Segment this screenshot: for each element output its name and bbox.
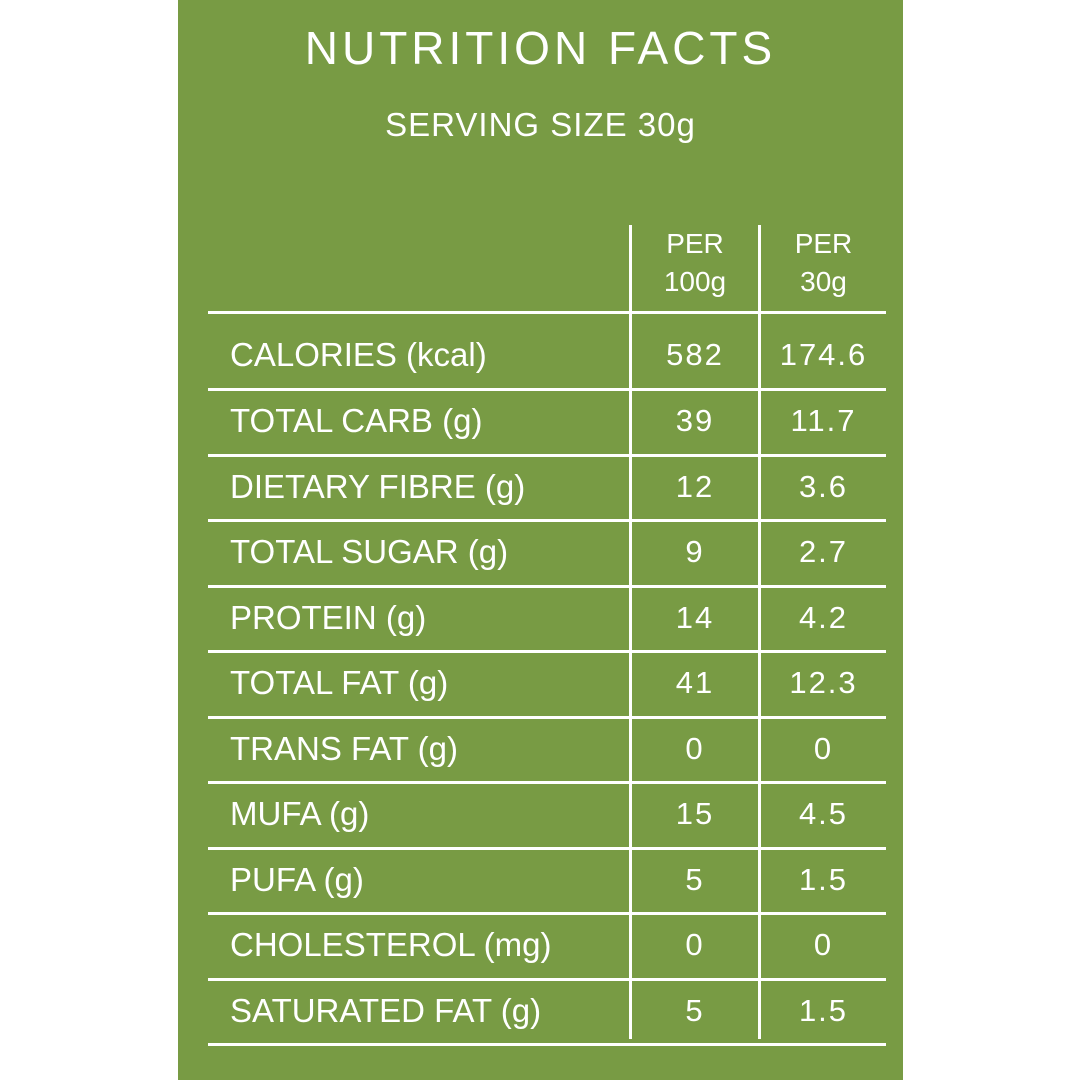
table-row: DIETARY FIBRE (g) 12 3.6 xyxy=(208,455,886,518)
column-header-line: 30g xyxy=(800,266,847,297)
value-per-30g: 1.5 xyxy=(798,862,849,897)
nutrition-table: PER 100g PER 30g CALORIES (kcal) 582 174… xyxy=(208,225,886,1047)
row-divider xyxy=(208,978,886,981)
value-per-100g: 582 xyxy=(666,337,724,372)
value-per-30g: 4.2 xyxy=(798,600,849,635)
value-per-100g: 9 xyxy=(685,534,705,569)
table-row: PUFA (g) 5 1.5 xyxy=(208,848,886,911)
row-divider xyxy=(208,388,886,391)
nutrient-label: SATURATED FAT (g) xyxy=(230,992,542,1029)
column-header-per-100g: PER 100g xyxy=(632,225,758,311)
value-per-30g: 3.6 xyxy=(798,469,849,504)
value-per-30g: 11.7 xyxy=(790,403,857,438)
row-divider xyxy=(208,912,886,915)
column-header-line: 100g xyxy=(663,266,727,297)
row-divider xyxy=(208,650,886,653)
value-per-30g: 174.6 xyxy=(779,337,868,372)
table-row: TOTAL CARB (g) 39 11.7 xyxy=(208,389,886,452)
table-row: CHOLESTEROL (mg) 0 0 xyxy=(208,913,886,976)
value-per-100g: 41 xyxy=(675,665,715,700)
value-per-100g: 15 xyxy=(675,796,715,831)
table-row: TRANS FAT (g) 0 0 xyxy=(208,717,886,780)
column-header-line: PER xyxy=(666,228,724,259)
value-per-100g: 39 xyxy=(675,403,715,438)
value-per-100g: 5 xyxy=(685,862,705,897)
value-per-30g: 2.7 xyxy=(798,534,849,569)
nutrient-label: DIETARY FIBRE (g) xyxy=(230,468,526,505)
nutrient-label: CHOLESTEROL (mg) xyxy=(230,926,552,963)
row-divider xyxy=(208,716,886,719)
row-divider xyxy=(208,519,886,522)
nutrient-label: MUFA (g) xyxy=(230,795,370,832)
table-row: MUFA (g) 15 4.5 xyxy=(208,782,886,845)
value-per-30g: 0 xyxy=(813,927,834,962)
table-row: SATURATED FAT (g) 5 1.5 xyxy=(208,979,886,1042)
row-divider xyxy=(208,585,886,588)
value-per-30g: 0 xyxy=(813,731,834,766)
nutrient-label: TOTAL SUGAR (g) xyxy=(230,533,509,570)
value-per-100g: 5 xyxy=(685,993,705,1028)
column-divider xyxy=(758,225,761,1039)
row-divider xyxy=(208,1043,886,1046)
nutrient-label: TOTAL FAT (g) xyxy=(230,664,449,701)
column-header-per-30g: PER 30g xyxy=(761,225,886,311)
value-per-100g: 14 xyxy=(675,600,715,635)
value-per-30g: 12.3 xyxy=(789,665,858,700)
row-divider xyxy=(208,311,886,314)
value-per-100g: 0 xyxy=(685,927,705,962)
value-per-30g: 4.5 xyxy=(798,796,849,831)
row-divider xyxy=(208,781,886,784)
column-divider xyxy=(629,225,632,1039)
value-per-100g: 12 xyxy=(675,469,715,504)
nutrient-label: CALORIES (kcal) xyxy=(230,336,487,373)
nutrient-label: PUFA (g) xyxy=(230,861,364,898)
value-per-100g: 0 xyxy=(685,731,705,766)
column-header-line: PER xyxy=(794,228,853,259)
nutrient-label: PROTEIN (g) xyxy=(230,599,427,636)
table-row: PROTEIN (g) 14 4.2 xyxy=(208,586,886,649)
nutrient-label: TOTAL CARB (g) xyxy=(230,402,483,439)
nutrient-label: TRANS FAT (g) xyxy=(230,730,458,767)
row-divider xyxy=(208,847,886,850)
table-row: TOTAL FAT (g) 41 12.3 xyxy=(208,651,886,714)
serving-size: SERVING SIZE 30g xyxy=(385,106,696,143)
nutrition-facts-panel: NUTRITION FACTS SERVING SIZE 30g PER 100… xyxy=(178,0,903,1080)
value-per-30g: 1.5 xyxy=(798,993,849,1028)
table-row: CALORIES (kcal) 582 174.6 xyxy=(208,323,886,386)
table-row: TOTAL SUGAR (g) 9 2.7 xyxy=(208,520,886,583)
row-divider xyxy=(208,454,886,457)
page-title: NUTRITION FACTS xyxy=(304,22,777,74)
